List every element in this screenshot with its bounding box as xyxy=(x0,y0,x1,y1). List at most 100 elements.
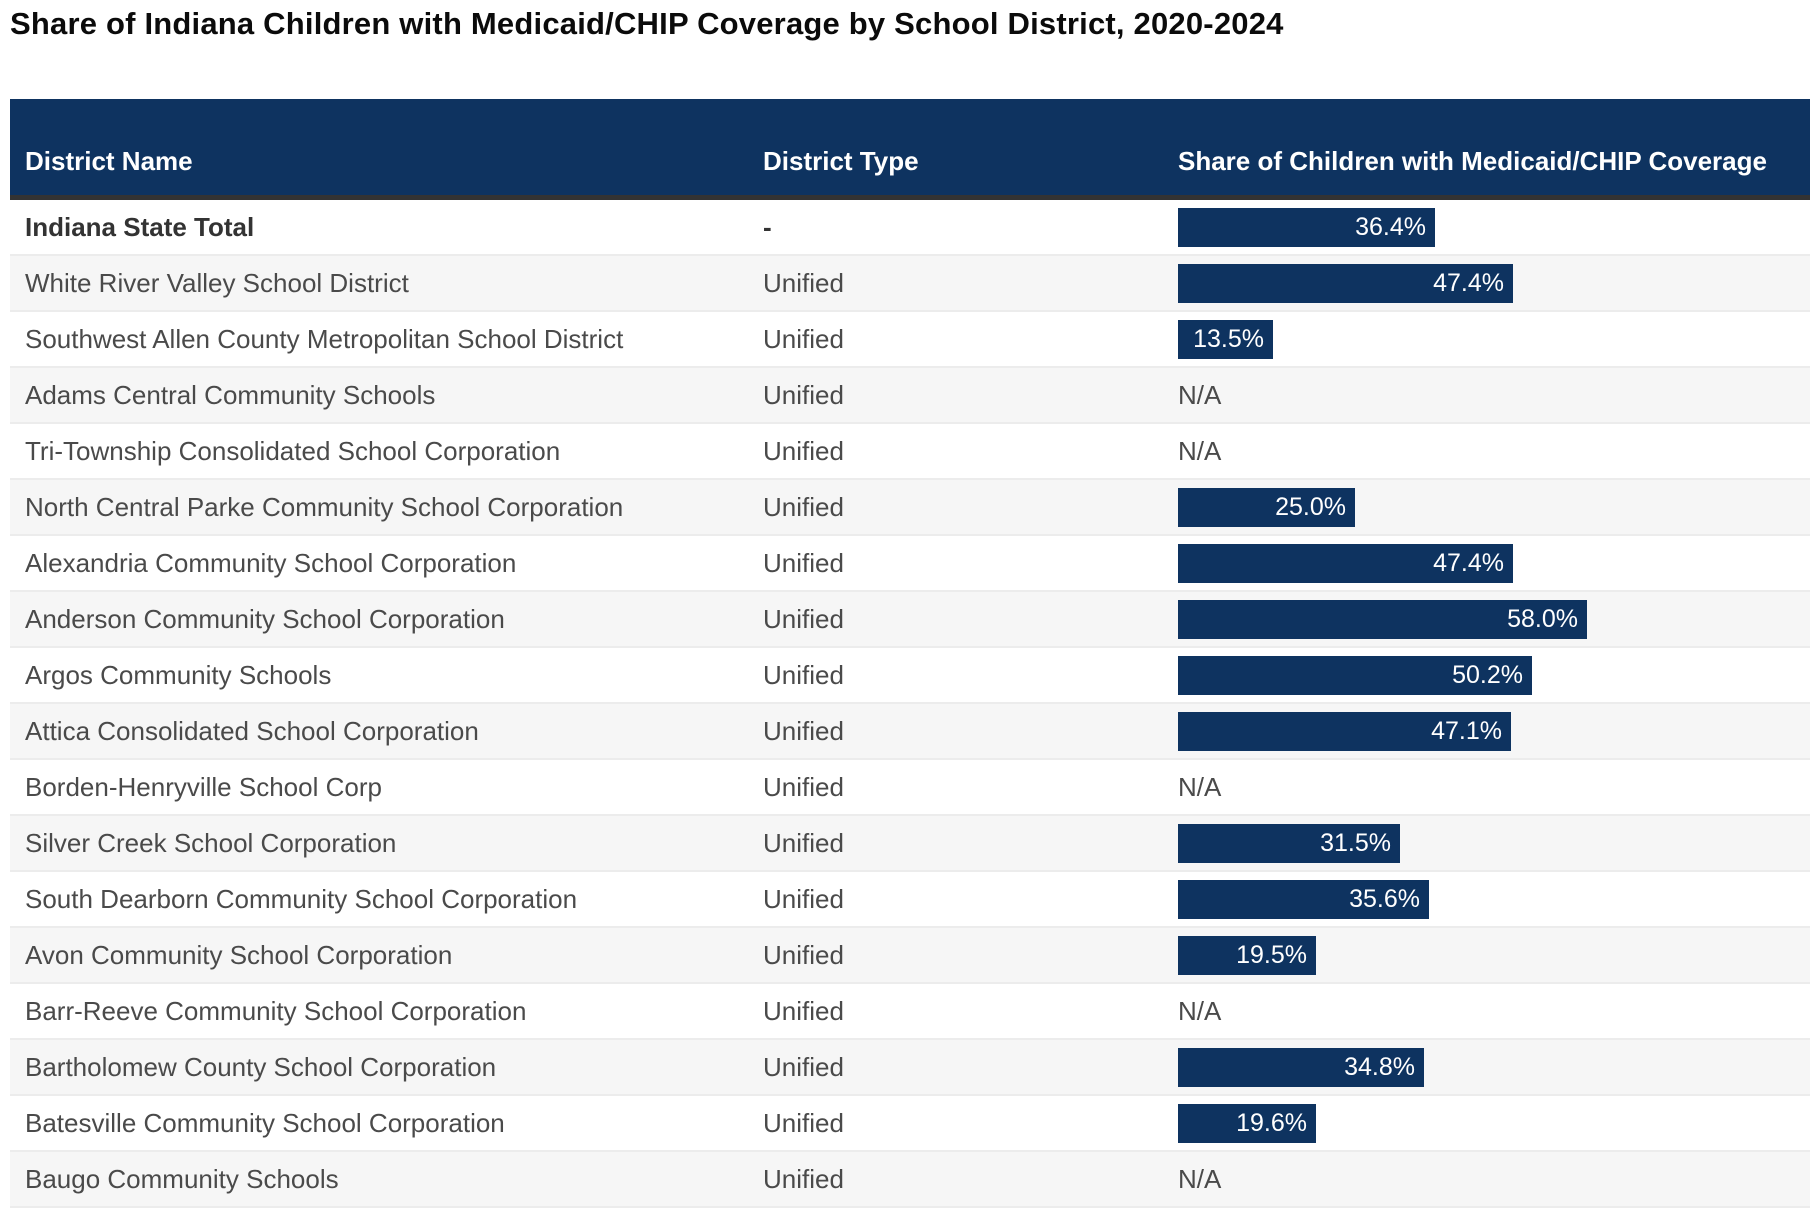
na-label: N/A xyxy=(1178,379,1222,410)
coverage-bar: 31.5% xyxy=(1178,823,1400,863)
coverage-bar: 19.5% xyxy=(1178,935,1316,975)
table-body: Indiana State Total - 36.4% White River … xyxy=(10,200,1810,1208)
coverage-bar: 47.1% xyxy=(1178,711,1511,751)
coverage-bar: 58.0% xyxy=(1178,599,1587,639)
district-type-cell: Unified xyxy=(763,939,844,970)
district-name-cell: Anderson Community School Corporation xyxy=(25,603,505,634)
district-name-cell: Adams Central Community Schools xyxy=(25,379,436,410)
table-row: Avon Community School Corporation Unifie… xyxy=(10,928,1810,984)
district-name-cell: North Central Parke Community School Cor… xyxy=(25,491,624,522)
district-type-cell: Unified xyxy=(763,771,844,802)
district-name-cell: Batesville Community School Corporation xyxy=(25,1107,505,1138)
coverage-table: District Name District Type Share of Chi… xyxy=(10,99,1810,1208)
district-type-cell: Unified xyxy=(763,1107,844,1138)
table-row: Silver Creek School Corporation Unified … xyxy=(10,816,1810,872)
coverage-bar: 36.4% xyxy=(1178,207,1435,247)
district-type-cell: Unified xyxy=(763,883,844,914)
table-row: Barr-Reeve Community School Corporation … xyxy=(10,984,1810,1040)
table-row: Tri-Township Consolidated School Corpora… xyxy=(10,424,1810,480)
district-name-cell: Southwest Allen County Metropolitan Scho… xyxy=(25,323,624,354)
bar-value-label: 31.5% xyxy=(1320,828,1391,857)
coverage-bar: 47.4% xyxy=(1178,263,1513,303)
district-name-cell: Alexandria Community School Corporation xyxy=(25,547,517,578)
share-cell: 36.4% xyxy=(1178,207,1810,247)
share-cell: 35.6% xyxy=(1178,879,1810,919)
table-row: Batesville Community School Corporation … xyxy=(10,1096,1810,1152)
district-type-cell: Unified xyxy=(763,379,844,410)
share-cell: N/A xyxy=(1178,1164,1810,1195)
share-cell: 31.5% xyxy=(1178,823,1810,863)
column-header-share: Share of Children with Medicaid/CHIP Cov… xyxy=(1178,146,1767,176)
share-cell: 47.1% xyxy=(1178,711,1810,751)
bar-value-label: 13.5% xyxy=(1193,324,1264,353)
share-cell: 19.6% xyxy=(1178,1103,1810,1143)
district-type-cell: Unified xyxy=(763,323,844,354)
bar-value-label: 36.4% xyxy=(1355,212,1426,241)
district-type-cell: Unified xyxy=(763,603,844,634)
bar-value-label: 47.4% xyxy=(1433,548,1504,577)
table-row: North Central Parke Community School Cor… xyxy=(10,480,1810,536)
coverage-bar: 47.4% xyxy=(1178,543,1513,583)
district-type-cell: Unified xyxy=(763,715,844,746)
table-row: Argos Community Schools Unified 50.2% xyxy=(10,648,1810,704)
share-cell: 34.8% xyxy=(1178,1047,1810,1087)
column-header-district-type: District Type xyxy=(763,146,919,176)
bar-value-label: 25.0% xyxy=(1275,492,1346,521)
table-row: Southwest Allen County Metropolitan Scho… xyxy=(10,312,1810,368)
column-header-district-name: District Name xyxy=(25,146,193,176)
district-type-cell: Unified xyxy=(763,491,844,522)
table-row: Indiana State Total - 36.4% xyxy=(10,200,1810,256)
district-name-cell: White River Valley School District xyxy=(25,267,409,298)
table-row: Bartholomew County School Corporation Un… xyxy=(10,1040,1810,1096)
district-name-cell: Argos Community Schools xyxy=(25,659,332,690)
district-type-cell: Unified xyxy=(763,1051,844,1082)
district-name-cell: Indiana State Total xyxy=(25,211,255,242)
coverage-bar: 34.8% xyxy=(1178,1047,1424,1087)
share-cell: N/A xyxy=(1178,436,1810,467)
coverage-bar: 13.5% xyxy=(1178,319,1273,359)
district-type-cell: Unified xyxy=(763,547,844,578)
coverage-bar: 19.6% xyxy=(1178,1103,1316,1143)
share-cell: 47.4% xyxy=(1178,543,1810,583)
district-name-cell: South Dearborn Community School Corporat… xyxy=(25,883,578,914)
district-name-cell: Attica Consolidated School Corporation xyxy=(25,715,479,746)
share-cell: 13.5% xyxy=(1178,319,1810,359)
district-name-cell: Barr-Reeve Community School Corporation xyxy=(25,995,527,1026)
table-row: Attica Consolidated School Corporation U… xyxy=(10,704,1810,760)
bar-value-label: 19.5% xyxy=(1236,940,1307,969)
bar-value-label: 35.6% xyxy=(1349,884,1420,913)
district-name-cell: Tri-Township Consolidated School Corpora… xyxy=(25,435,561,466)
district-type-cell: Unified xyxy=(763,267,844,298)
bar-value-label: 19.6% xyxy=(1236,1108,1307,1137)
district-name-cell: Bartholomew County School Corporation xyxy=(25,1051,497,1082)
coverage-bar: 25.0% xyxy=(1178,487,1355,527)
share-cell: 25.0% xyxy=(1178,487,1810,527)
share-cell: 50.2% xyxy=(1178,655,1810,695)
coverage-bar: 50.2% xyxy=(1178,655,1532,695)
bar-value-label: 47.4% xyxy=(1433,268,1504,297)
table-row: South Dearborn Community School Corporat… xyxy=(10,872,1810,928)
table-row: Baugo Community Schools Unified N/A xyxy=(10,1152,1810,1208)
bar-value-label: 34.8% xyxy=(1344,1052,1415,1081)
district-type-cell: Unified xyxy=(763,435,844,466)
table-row: Adams Central Community Schools Unified … xyxy=(10,368,1810,424)
table-row: Anderson Community School Corporation Un… xyxy=(10,592,1810,648)
table-row: Borden-Henryville School Corp Unified N/… xyxy=(10,760,1810,816)
table-header-row: District Name District Type Share of Chi… xyxy=(10,99,1810,200)
bar-value-label: 47.1% xyxy=(1431,716,1502,745)
page-title: Share of Indiana Children with Medicaid/… xyxy=(10,6,1284,41)
na-label: N/A xyxy=(1178,1163,1222,1194)
district-type-cell: Unified xyxy=(763,1163,844,1194)
district-name-cell: Baugo Community Schools xyxy=(25,1163,339,1194)
share-cell: 47.4% xyxy=(1178,263,1810,303)
district-name-cell: Avon Community School Corporation xyxy=(25,939,453,970)
na-label: N/A xyxy=(1178,435,1222,466)
district-type-cell: Unified xyxy=(763,659,844,690)
na-label: N/A xyxy=(1178,771,1222,802)
na-label: N/A xyxy=(1178,995,1222,1026)
table-row: White River Valley School District Unifi… xyxy=(10,256,1810,312)
district-type-cell: Unified xyxy=(763,827,844,858)
share-cell: 58.0% xyxy=(1178,599,1810,639)
district-name-cell: Borden-Henryville School Corp xyxy=(25,771,382,802)
